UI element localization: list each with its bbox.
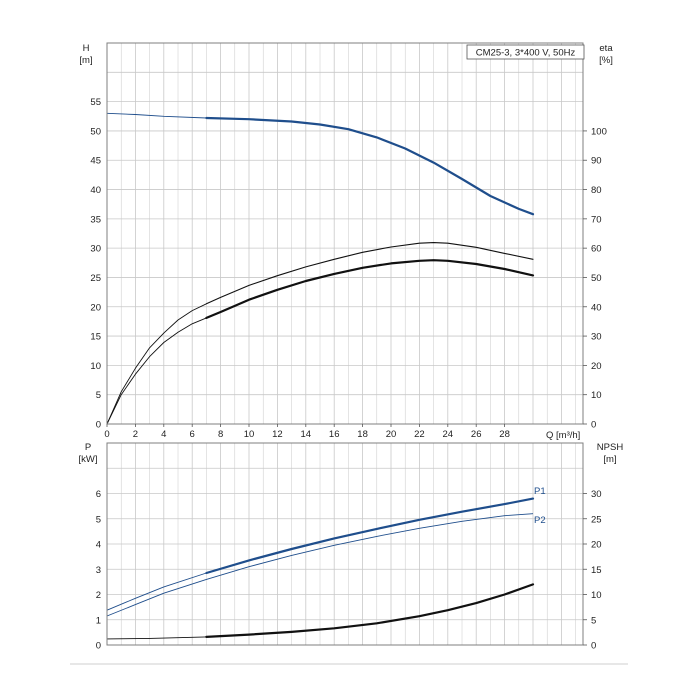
npsh-axis-name: NPSH [597, 442, 624, 453]
left-axis-tick-label: 15 [90, 332, 101, 343]
p1-curve-label: P1 [534, 486, 546, 497]
left-axis-tick-label: 55 [90, 97, 101, 108]
p2-curve-label: P2 [534, 515, 546, 526]
left-axis-tick-label: 0 [96, 420, 101, 431]
p2-curve-extrapolated [106, 513, 534, 617]
x-axis-tick-label: 8 [218, 429, 223, 440]
eta_total-curve-extrapolated [106, 317, 207, 425]
right-axis-tick-label: 20 [591, 361, 602, 372]
x-axis-tick-label: 20 [386, 429, 397, 440]
x-axis-tick-label: 16 [329, 429, 340, 440]
left-axis-tick-label: 1 [96, 615, 101, 626]
left-axis-tick-label: 5 [96, 514, 101, 525]
right-axis-tick-label: 30 [591, 332, 602, 343]
head-efficiency-grid [107, 43, 583, 424]
flow-axis-label: Q [m³/h] [546, 430, 580, 441]
right-axis-tick-label: 25 [591, 514, 602, 525]
x-axis-tick-label: 22 [414, 429, 425, 440]
left-axis-tick-label: 35 [90, 214, 101, 225]
right-axis-tick-label: 100 [591, 126, 607, 137]
x-axis-tick-label: 12 [272, 429, 283, 440]
eta_pump-curve-extrapolated [106, 303, 207, 425]
chart-title: CM25-3, 3*400 V, 50Hz [476, 48, 576, 59]
chart-title-box: CM25-3, 3*400 V, 50Hz [466, 44, 585, 60]
right-axis-tick-label: 20 [591, 540, 602, 551]
right-axis-tick-label: 10 [591, 590, 602, 601]
power-axis-unit: [kW] [79, 454, 98, 465]
power-npsh-ticks: 0 1 2 3 4 5 6 0 5 10 15 20 25 30 [96, 489, 602, 652]
x-axis-tick-label: 0 [104, 429, 109, 440]
x-axis-tick-label: 24 [443, 429, 454, 440]
right-axis-tick-label: 30 [591, 489, 602, 500]
x-axis-tick-label: 26 [471, 429, 482, 440]
head-axis-name: H [83, 43, 90, 54]
npsh-axis-unit: [m] [603, 454, 616, 465]
head-efficiency-curves [106, 112, 535, 425]
left-axis-tick-label: 4 [96, 540, 101, 551]
x-axis-tick-label: 4 [161, 429, 166, 440]
x-axis-tick-label: 28 [499, 429, 510, 440]
left-axis-tick-label: 0 [96, 641, 101, 652]
right-axis-tick-label: 80 [591, 185, 602, 196]
x-axis-tick-label: 18 [357, 429, 368, 440]
left-axis-tick-label: 25 [90, 273, 101, 284]
left-axis-tick-label: 40 [90, 185, 101, 196]
x-axis-tick-label: 2 [133, 429, 138, 440]
p1-curve-extrapolated [106, 572, 207, 611]
power-axis-name: P [85, 442, 91, 453]
npsh-curve [205, 583, 535, 638]
left-axis-tick-label: 6 [96, 489, 101, 500]
efficiency-axis-unit: [%] [599, 55, 613, 66]
efficiency-axis-name: eta [599, 43, 613, 54]
left-axis-tick-label: 50 [90, 126, 101, 137]
right-axis-tick-label: 90 [591, 156, 602, 167]
right-axis-tick-label: 15 [591, 565, 602, 576]
power-npsh-grid [107, 443, 583, 645]
right-axis-tick-label: 60 [591, 244, 602, 255]
left-axis-tick-label: 30 [90, 244, 101, 255]
x-axis-tick-label: 10 [244, 429, 255, 440]
right-axis-tick-label: 70 [591, 214, 602, 225]
left-axis-tick-label: 45 [90, 156, 101, 167]
power-npsh-chart: 0 1 2 3 4 5 6 0 5 10 15 20 25 30 P [kW] NPSH [m] P1 P… [79, 442, 624, 652]
power-npsh-curves [106, 497, 535, 640]
left-axis-tick-label: 5 [96, 390, 101, 401]
head-efficiency-chart: 0510152025303540455055010203040506070809… [79, 42, 613, 441]
left-axis-tick-label: 3 [96, 565, 101, 576]
left-axis-tick-label: 2 [96, 590, 101, 601]
right-axis-tick-label: 0 [591, 420, 596, 431]
right-axis-tick-label: 10 [591, 390, 602, 401]
head-axis-unit: [m] [79, 55, 92, 66]
h-curve-extrapolated [106, 112, 207, 119]
right-axis-tick-label: 5 [591, 615, 596, 626]
x-axis-tick-label: 14 [301, 429, 312, 440]
eta_pump-curve [205, 242, 534, 305]
right-axis-tick-label: 0 [591, 641, 596, 652]
h-curve [205, 116, 535, 216]
p1-curve [205, 497, 535, 575]
left-axis-tick-label: 20 [90, 302, 101, 313]
right-axis-tick-label: 50 [591, 273, 602, 284]
head-efficiency-frame [106, 42, 584, 425]
eta_total-curve [205, 259, 535, 319]
right-axis-tick-label: 40 [591, 302, 602, 313]
npsh-curve-extrapolated [106, 636, 207, 640]
head-efficiency-ticks: 0510152025303540455055010203040506070809… [90, 97, 606, 440]
left-axis-tick-label: 10 [90, 361, 101, 372]
x-axis-tick-label: 6 [190, 429, 195, 440]
